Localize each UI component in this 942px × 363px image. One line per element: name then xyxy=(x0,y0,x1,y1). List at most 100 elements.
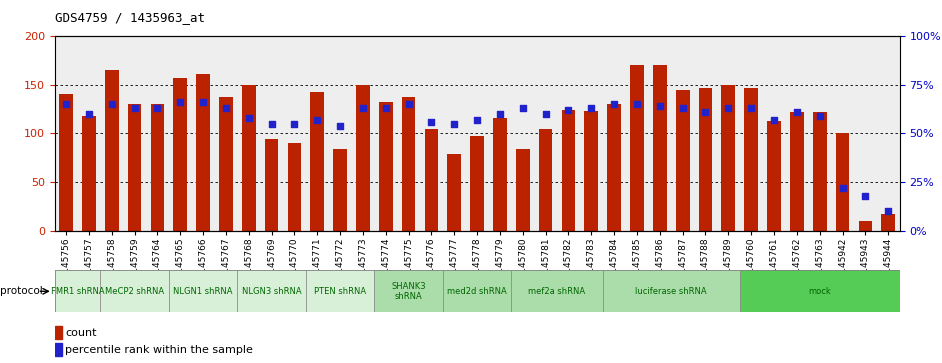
Bar xyxy=(767,121,781,231)
Bar xyxy=(739,270,900,312)
Point xyxy=(81,111,96,117)
Bar xyxy=(311,91,324,231)
Point xyxy=(127,105,142,111)
Bar xyxy=(425,129,438,231)
Point xyxy=(721,105,736,111)
Point xyxy=(858,193,873,199)
Point xyxy=(287,121,302,127)
Bar xyxy=(584,111,598,231)
Point xyxy=(264,121,279,127)
Text: luciferase shRNA: luciferase shRNA xyxy=(636,287,707,296)
Bar xyxy=(401,97,415,231)
Point xyxy=(493,111,508,117)
Bar xyxy=(858,221,872,231)
Text: mef2a shRNA: mef2a shRNA xyxy=(528,287,586,296)
Bar xyxy=(836,133,850,231)
Bar xyxy=(59,94,73,231)
Bar xyxy=(333,149,347,231)
Point xyxy=(675,105,690,111)
Bar xyxy=(128,104,141,231)
Point xyxy=(629,101,644,107)
Point xyxy=(652,103,667,109)
Bar xyxy=(287,143,301,231)
Bar xyxy=(55,343,62,356)
Point xyxy=(538,111,553,117)
Point xyxy=(881,208,896,214)
Bar xyxy=(608,104,621,231)
Bar xyxy=(470,136,484,231)
Point xyxy=(447,121,462,127)
Text: SHANK3
shRNA: SHANK3 shRNA xyxy=(391,282,426,301)
Bar xyxy=(173,78,187,231)
Point xyxy=(584,105,599,111)
Point xyxy=(333,123,348,129)
Text: GDS4759 / 1435963_at: GDS4759 / 1435963_at xyxy=(55,11,204,24)
Point xyxy=(379,105,394,111)
Bar xyxy=(512,270,603,312)
Bar xyxy=(55,326,62,339)
Point xyxy=(401,101,416,107)
Bar xyxy=(169,270,237,312)
Bar xyxy=(744,88,758,231)
Bar xyxy=(630,65,643,231)
Bar xyxy=(356,85,370,231)
Text: count: count xyxy=(65,327,97,338)
Bar xyxy=(699,88,712,231)
Bar xyxy=(443,270,512,312)
Bar xyxy=(105,70,119,231)
Bar xyxy=(55,270,100,312)
Point xyxy=(310,117,325,123)
Point xyxy=(219,105,234,111)
Bar xyxy=(653,65,667,231)
Point xyxy=(515,105,530,111)
Bar xyxy=(675,90,690,231)
Bar xyxy=(374,270,443,312)
Bar xyxy=(516,149,529,231)
Point xyxy=(105,101,120,107)
Bar xyxy=(219,98,233,231)
Bar xyxy=(151,104,164,231)
Text: med2d shRNA: med2d shRNA xyxy=(447,287,507,296)
Text: protocol: protocol xyxy=(0,286,42,296)
Bar xyxy=(603,270,739,312)
Text: MeCP2 shRNA: MeCP2 shRNA xyxy=(105,287,164,296)
Bar xyxy=(237,270,306,312)
Point xyxy=(743,105,758,111)
Point xyxy=(470,117,485,123)
Point xyxy=(789,109,804,115)
Bar xyxy=(100,270,169,312)
Text: NLGN3 shRNA: NLGN3 shRNA xyxy=(242,287,301,296)
Point xyxy=(150,105,165,111)
Text: PTEN shRNA: PTEN shRNA xyxy=(314,287,366,296)
Text: FMR1 shRNA: FMR1 shRNA xyxy=(51,287,105,296)
Bar xyxy=(306,270,374,312)
Bar xyxy=(493,118,507,231)
Point xyxy=(424,119,439,125)
Bar xyxy=(561,110,576,231)
Bar xyxy=(447,154,462,231)
Bar xyxy=(882,214,895,231)
Bar xyxy=(813,112,826,231)
Point xyxy=(241,115,256,121)
Point xyxy=(607,101,622,107)
Bar xyxy=(379,102,393,231)
Bar xyxy=(790,112,804,231)
Point xyxy=(560,107,576,113)
Bar xyxy=(265,139,279,231)
Bar xyxy=(82,116,96,231)
Text: NLGN1 shRNA: NLGN1 shRNA xyxy=(173,287,233,296)
Point xyxy=(767,117,782,123)
Text: percentile rank within the sample: percentile rank within the sample xyxy=(65,344,253,355)
Point xyxy=(812,113,827,119)
Point xyxy=(698,109,713,115)
Point xyxy=(355,105,370,111)
Bar xyxy=(242,85,255,231)
Text: mock: mock xyxy=(808,287,831,296)
Point xyxy=(835,185,850,191)
Point xyxy=(196,99,211,105)
Point xyxy=(58,101,73,107)
Bar xyxy=(539,129,553,231)
Bar xyxy=(196,74,210,231)
Point xyxy=(172,99,187,105)
Bar xyxy=(722,85,735,231)
